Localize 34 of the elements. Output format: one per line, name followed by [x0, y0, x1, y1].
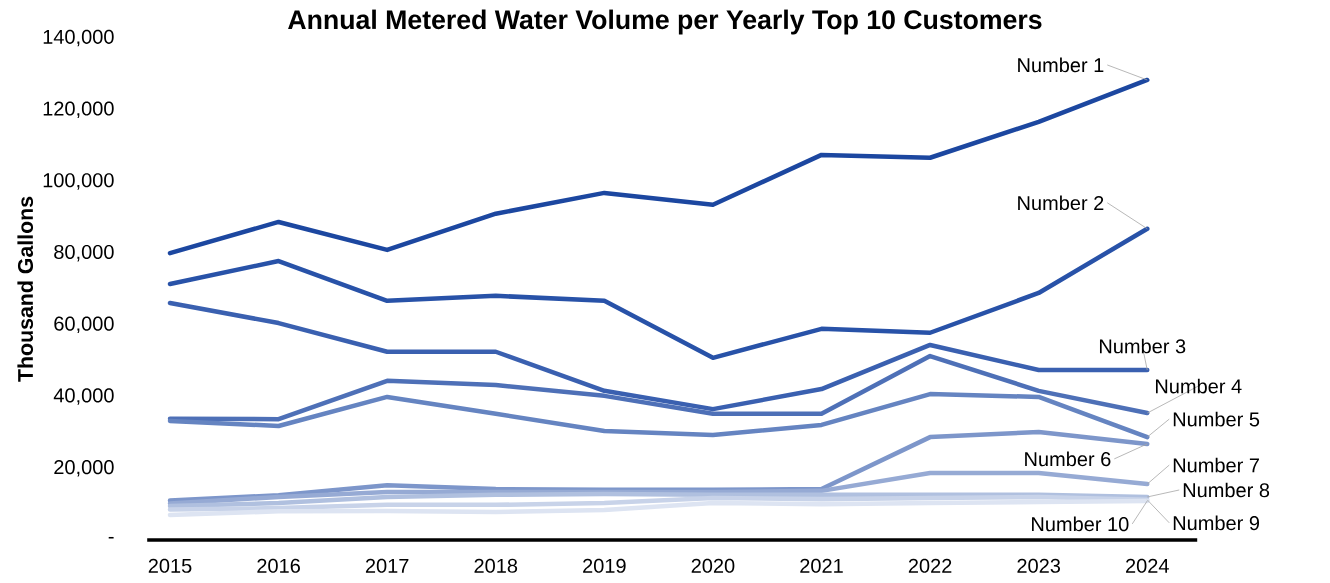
x-tick-label: 2019 — [583, 558, 626, 573]
series-label: Number 2 — [1018, 195, 1104, 211]
y-tick-label: 60,000 — [54, 316, 114, 334]
series-label: Number 9 — [1173, 515, 1260, 531]
series-label: Number 8 — [1183, 482, 1270, 498]
x-tick-label: 2021 — [800, 558, 843, 573]
series-label: Number 6 — [1025, 451, 1111, 467]
y-tick-label: 20,000 — [54, 460, 114, 477]
line-series — [167, 391, 1150, 440]
y-axis-title: Thousand Gallons — [17, 196, 34, 382]
series-label: Number 3 — [1099, 338, 1186, 354]
x-tick-label: 2023 — [1017, 558, 1061, 573]
y-tick-label: 120,000 — [43, 101, 114, 118]
x-tick-label: 2020 — [691, 558, 735, 573]
series-label: Number 7 — [1173, 457, 1259, 473]
line-series — [167, 77, 1150, 256]
x-tick-label: 2016 — [257, 558, 300, 573]
x-tick-label: 2018 — [474, 558, 518, 573]
y-tick-label: 140,000 — [43, 29, 114, 47]
y-tick-label: 100,000 — [43, 173, 114, 190]
series-label: Number 1 — [1018, 57, 1104, 73]
line-series — [167, 498, 1150, 518]
series-label: Number 4 — [1155, 378, 1242, 394]
y-tick-label: 40,000 — [53, 388, 114, 405]
y-tick-label: 80,000 — [54, 244, 114, 262]
x-tick-label: 2024 — [1126, 558, 1169, 573]
x-tick-label: 2022 — [908, 558, 952, 573]
y-tick-label: - — [108, 536, 114, 539]
line-series — [167, 353, 1150, 422]
chart-title: Annual Metered Water Volume per Yearly Top 10 Customers — [288, 9, 1042, 35]
x-tick-label: 2015 — [148, 558, 192, 573]
series-label: Number 5 — [1173, 411, 1260, 427]
x-tick-label: 2017 — [365, 558, 409, 573]
series-label: Number 10 — [1032, 516, 1129, 532]
